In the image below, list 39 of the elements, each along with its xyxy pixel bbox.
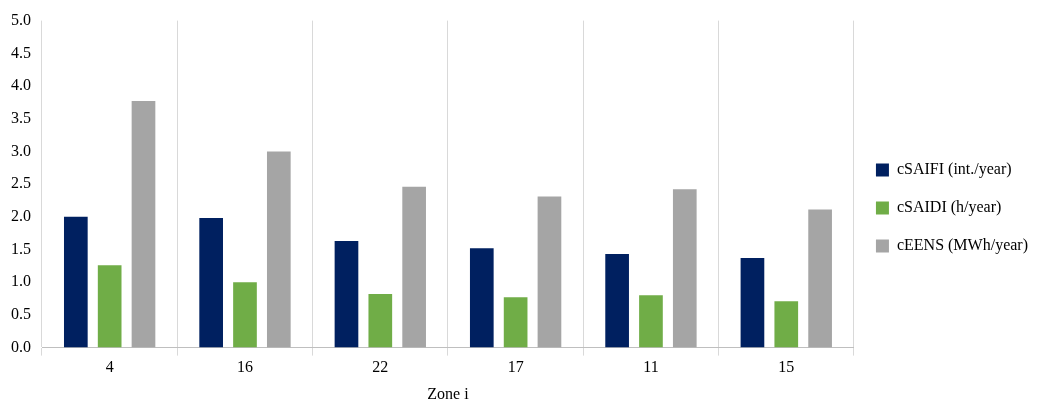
bar bbox=[402, 186, 426, 348]
y-tick-label: 1.0 bbox=[11, 272, 31, 290]
y-tick-label: 4.0 bbox=[11, 76, 31, 94]
bar bbox=[199, 218, 223, 348]
x-tick-label: 4 bbox=[105, 358, 114, 376]
bar bbox=[63, 216, 88, 348]
x-tick-label: 11 bbox=[643, 358, 659, 376]
bar bbox=[605, 254, 629, 348]
x-axis-title: Zone i bbox=[427, 384, 470, 402]
x-tick-label: 15 bbox=[778, 358, 795, 376]
legend-label: cSAIDI (h/year) bbox=[896, 198, 1002, 217]
bar bbox=[503, 297, 528, 348]
y-tick-label: 3.5 bbox=[11, 108, 31, 126]
y-tick-label: 2.5 bbox=[11, 174, 31, 192]
bar bbox=[774, 301, 799, 348]
legend-label: cSAIFI (int./year) bbox=[896, 160, 1012, 179]
x-tick-label: 22 bbox=[372, 358, 389, 376]
y-tick-label: 0.0 bbox=[11, 337, 31, 355]
y-tick-label: 0.5 bbox=[11, 305, 31, 323]
x-tick-label: 16 bbox=[236, 358, 253, 376]
y-tick-label: 3.0 bbox=[11, 141, 31, 159]
bar bbox=[368, 293, 393, 348]
y-tick-label: 5.0 bbox=[11, 10, 31, 28]
bar bbox=[334, 241, 359, 348]
y-tick-label: 4.5 bbox=[11, 43, 31, 61]
legend-label: cEENS (MWh/year) bbox=[896, 236, 1028, 255]
bar bbox=[131, 101, 156, 348]
bar bbox=[233, 282, 257, 348]
bar bbox=[469, 248, 494, 348]
x-tick-label: 17 bbox=[507, 358, 524, 376]
bar bbox=[537, 196, 562, 348]
bar bbox=[97, 265, 122, 348]
bar bbox=[266, 151, 291, 348]
y-tick-label: 2.0 bbox=[11, 207, 31, 224]
bar bbox=[808, 209, 832, 348]
bar bbox=[672, 189, 697, 348]
bar bbox=[740, 258, 765, 348]
y-tick-label: 1.5 bbox=[11, 239, 31, 257]
bar bbox=[639, 295, 663, 348]
